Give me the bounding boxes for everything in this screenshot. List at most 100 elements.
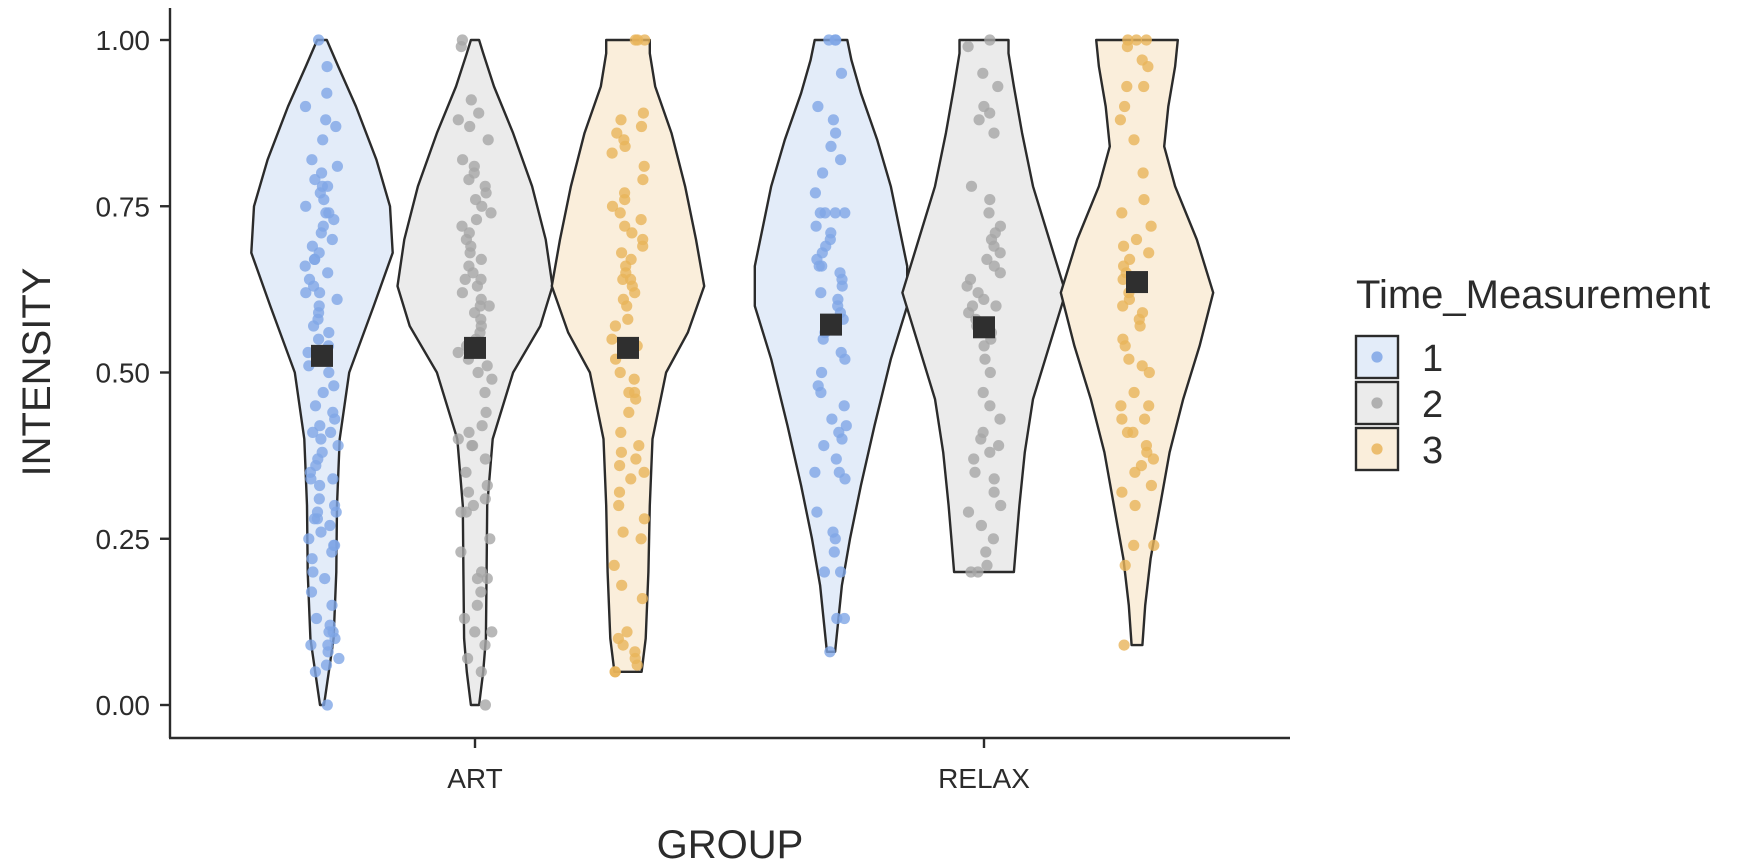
data-point xyxy=(1114,114,1126,126)
data-point xyxy=(616,579,628,591)
data-point xyxy=(332,440,344,452)
data-point xyxy=(812,100,824,113)
data-point xyxy=(456,220,468,232)
data-point xyxy=(313,300,325,312)
data-point xyxy=(1140,34,1152,46)
data-point xyxy=(1117,333,1129,345)
data-point xyxy=(962,506,975,518)
data-point xyxy=(622,313,634,325)
data-point xyxy=(480,406,492,418)
data-point xyxy=(966,300,979,312)
data-point xyxy=(326,233,338,246)
legend-title: Time_Measurement xyxy=(1356,273,1710,317)
data-point xyxy=(313,34,325,46)
mean-marker-art-time-3 xyxy=(617,336,639,359)
data-point xyxy=(1138,80,1150,93)
data-point xyxy=(613,486,626,498)
data-point xyxy=(323,366,335,379)
data-point xyxy=(457,154,469,166)
data-point xyxy=(1148,539,1160,552)
data-point xyxy=(988,260,1000,272)
data-point xyxy=(321,61,333,73)
data-point xyxy=(825,227,837,239)
data-point xyxy=(455,546,467,558)
data-point xyxy=(825,140,837,152)
data-point xyxy=(630,453,642,465)
y-tick-label: 0.25 xyxy=(96,524,151,555)
data-point xyxy=(1139,413,1151,425)
data-point xyxy=(306,154,318,166)
data-point xyxy=(319,573,331,585)
data-point xyxy=(1118,240,1130,252)
data-point xyxy=(479,180,491,192)
data-point xyxy=(1116,207,1128,219)
data-point xyxy=(328,539,340,552)
data-point xyxy=(608,559,620,572)
data-point xyxy=(479,453,491,465)
data-point xyxy=(965,566,977,578)
data-point xyxy=(832,293,844,305)
data-point xyxy=(962,41,974,53)
data-point xyxy=(328,380,340,392)
data-point xyxy=(636,593,649,605)
data-point xyxy=(824,646,836,658)
violin-relax-time-2 xyxy=(901,38,1067,574)
data-point xyxy=(324,519,336,532)
data-point xyxy=(463,227,475,239)
data-point xyxy=(618,134,630,146)
data-point xyxy=(984,366,996,379)
data-point xyxy=(978,100,990,113)
data-point xyxy=(635,533,647,545)
data-point xyxy=(835,67,848,79)
data-point xyxy=(984,400,996,412)
data-point xyxy=(606,147,618,159)
data-point xyxy=(609,666,621,678)
data-point xyxy=(475,253,487,265)
data-point xyxy=(458,612,471,625)
data-point xyxy=(616,247,628,259)
data-point xyxy=(1145,479,1157,492)
mean-marker-relax-time-1 xyxy=(820,313,842,336)
data-point xyxy=(614,460,626,472)
data-point xyxy=(988,473,1000,485)
data-point xyxy=(1128,134,1140,146)
data-point xyxy=(475,586,487,598)
data-point xyxy=(629,646,641,658)
data-point xyxy=(981,559,993,572)
data-point xyxy=(614,366,626,379)
data-point xyxy=(316,446,328,458)
data-point xyxy=(460,466,472,478)
data-point xyxy=(299,260,311,272)
data-point xyxy=(1128,386,1140,399)
data-point xyxy=(637,174,649,186)
data-point xyxy=(303,533,315,545)
data-point xyxy=(809,466,821,478)
data-point xyxy=(462,652,474,665)
data-point xyxy=(615,114,627,126)
data-point xyxy=(840,420,852,432)
data-point xyxy=(1116,486,1128,498)
data-point xyxy=(635,120,648,133)
data-point xyxy=(313,333,325,345)
x-tick-label: ART xyxy=(447,763,503,794)
data-point xyxy=(1122,34,1134,46)
data-point xyxy=(459,273,471,285)
data-point xyxy=(984,34,996,46)
data-point xyxy=(1121,80,1133,93)
data-point xyxy=(452,346,464,359)
data-point xyxy=(486,626,498,638)
data-point xyxy=(1121,426,1134,438)
data-point xyxy=(462,486,475,498)
data-point xyxy=(324,619,336,631)
data-point xyxy=(323,327,335,339)
data-point xyxy=(988,486,1000,498)
data-point xyxy=(812,380,824,392)
data-point xyxy=(633,440,645,452)
data-point xyxy=(816,366,828,379)
data-point xyxy=(1143,400,1155,412)
data-point xyxy=(1137,167,1149,179)
data-point xyxy=(623,406,635,418)
data-point xyxy=(975,519,988,532)
data-point xyxy=(460,506,472,518)
data-point xyxy=(965,180,978,192)
